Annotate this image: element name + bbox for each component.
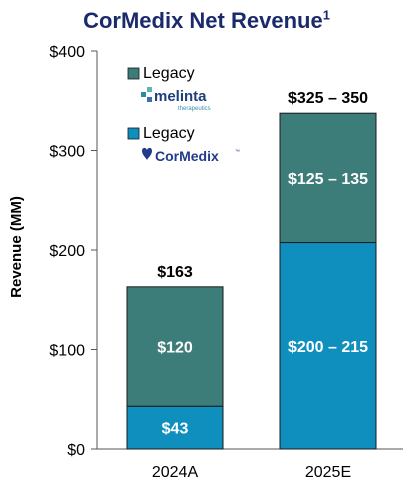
y-tick-label: $200 [49, 243, 85, 260]
legend-label-melinta: Legacy [143, 65, 195, 82]
x-tick-label: 2025E [305, 464, 351, 481]
chart-title-text: CorMedix Net Revenue [83, 8, 323, 33]
legend-swatch-melinta [127, 67, 140, 80]
y-tick-label: $400 [49, 44, 85, 61]
chart-title: CorMedix Net Revenue1 [0, 8, 413, 34]
bar-segment [126, 405, 224, 450]
segment-label: $43 [162, 421, 189, 438]
melinta-logo-text: melinta [154, 88, 207, 105]
cormedix-logo: CorMedix ™ [142, 147, 240, 164]
cormedix-logo-mark [142, 147, 152, 160]
segment-label: $200 – 215 [288, 339, 368, 356]
bar-segment [126, 286, 224, 407]
y-tick-label: $0 [67, 442, 85, 459]
y-axis-title: Revenue (MM) [8, 196, 25, 298]
segment-label: $125 – 135 [288, 171, 368, 188]
axes: $0 $100 $200 $300 $400 Revenue (MM) [8, 44, 403, 459]
title-footnote: 1 [322, 7, 330, 23]
melinta-logo-mark [141, 92, 146, 97]
y-tick-label: $300 [49, 144, 85, 161]
bar-segment [279, 112, 377, 244]
cormedix-logo-text: CorMedix [155, 148, 219, 164]
segment-label: $120 [157, 340, 193, 357]
legend-label-cormedix: Legacy [143, 125, 195, 142]
melinta-logo-subtext: therapeutics [178, 106, 211, 112]
x-tick-label: 2024A [152, 464, 199, 481]
legend-swatch-cormedix [127, 127, 140, 140]
total-label: $163 [157, 264, 193, 281]
melinta-logo-mark [147, 97, 152, 102]
melinta-logo-mark [147, 87, 152, 92]
total-label: $325 – 350 [288, 90, 368, 107]
bars: $43 $120 $163 2024A $200 – 215 $125 – 135 $325… [126, 90, 377, 481]
cormedix-trademark: ™ [235, 149, 240, 155]
bar-segment [279, 242, 377, 450]
y-tick-label: $100 [49, 343, 85, 360]
